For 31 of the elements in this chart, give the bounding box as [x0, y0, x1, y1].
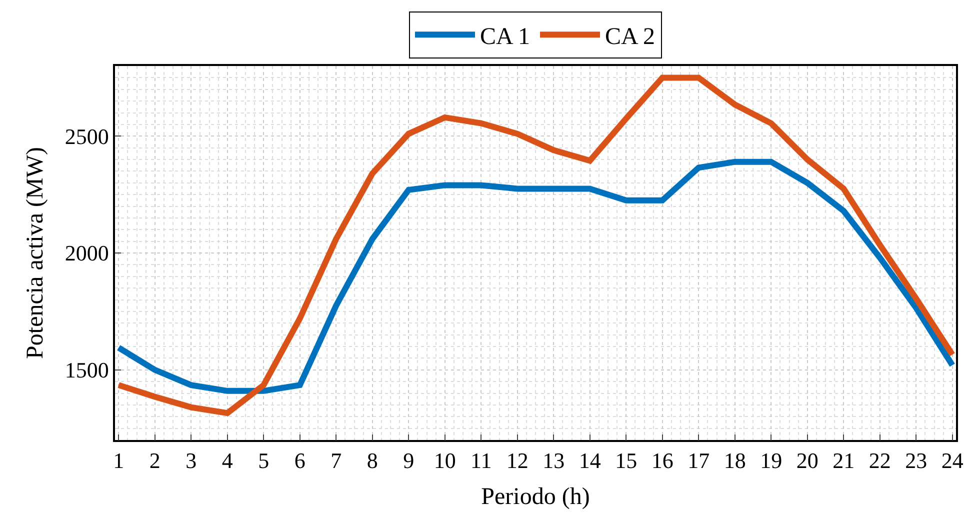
x-tick-label: 12	[506, 448, 528, 474]
x-tick-label: 13	[542, 448, 565, 474]
x-tick-label: 23	[905, 448, 928, 474]
legend-label: CA 2	[605, 24, 656, 50]
x-tick-label: 24	[941, 448, 964, 474]
x-tick-label: 16	[651, 448, 674, 474]
x-tick-label: 7	[330, 448, 342, 474]
x-tick-label: 15	[615, 448, 638, 474]
x-tick-label: 5	[258, 448, 270, 474]
x-tick-label: 17	[688, 448, 710, 474]
x-axis-title: Periodo (h)	[481, 484, 590, 510]
x-tick-label: 2	[149, 448, 160, 474]
y-tick-label: 2500	[64, 124, 109, 149]
x-tick-label: 11	[470, 448, 492, 474]
x-tick-label: 20	[796, 448, 818, 474]
x-tick-label: 18	[724, 448, 746, 474]
x-tick-label: 4	[222, 448, 233, 474]
x-tick-label: 19	[760, 448, 782, 474]
y-tick-label: 2000	[64, 240, 109, 266]
x-tick-label: 21	[832, 448, 855, 474]
x-tick-label: 10	[434, 448, 456, 474]
x-tick-label: 14	[578, 448, 601, 474]
x-tick-label: 6	[294, 448, 306, 474]
y-axis-title: Potencia activa (MW)	[22, 147, 48, 359]
x-tick-label: 9	[403, 448, 414, 474]
x-tick-label: 1	[113, 448, 124, 474]
legend-label: CA 1	[480, 24, 530, 50]
x-tick-label: 8	[366, 448, 378, 474]
y-tick-label: 1500	[64, 358, 109, 383]
x-tick-label: 22	[868, 448, 891, 474]
x-tick-label: 3	[186, 448, 197, 474]
